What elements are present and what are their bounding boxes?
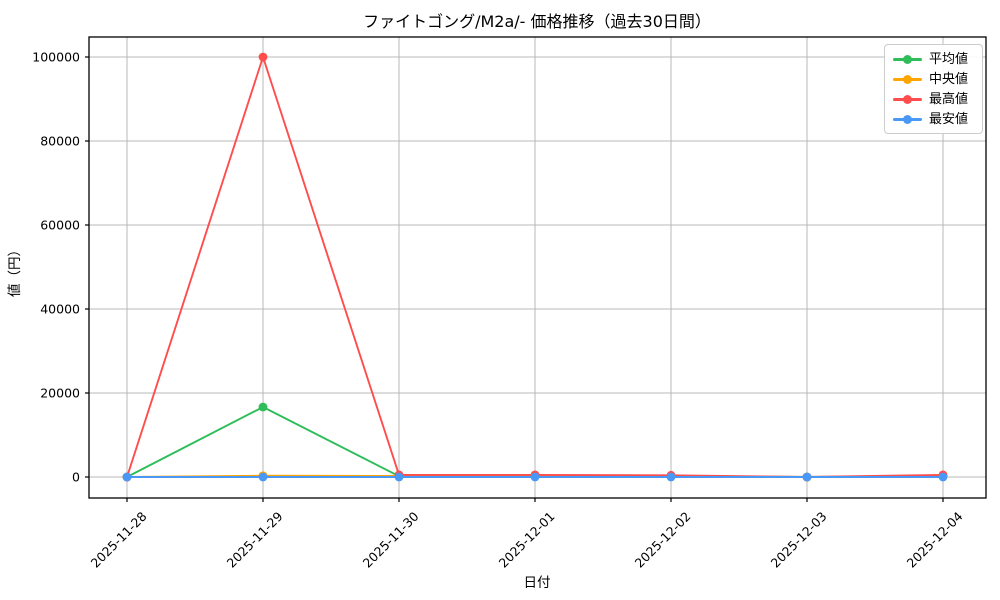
x-tick-label: 2025-11-29 <box>224 509 286 571</box>
legend-label: 中央値 <box>929 71 969 87</box>
data-point <box>258 402 268 412</box>
x-tick-label: 2025-12-04 <box>904 509 966 571</box>
data-point <box>122 472 132 482</box>
legend-label: 最高値 <box>929 91 969 107</box>
chart-title: ファイトゴング/M2a/- 価格推移（過去30日間） <box>363 12 711 31</box>
data-point <box>394 472 404 482</box>
legend-item: 中央値 <box>885 69 980 89</box>
gridlines <box>89 37 986 498</box>
legend-dot <box>903 94 912 104</box>
legend-line-dot-marker <box>893 113 922 125</box>
legend-label: 平均値 <box>929 51 969 67</box>
legend-item: 最高値 <box>885 89 980 109</box>
legend-line-dot-marker <box>893 73 922 85</box>
legend-box: 平均値中央値最高値最安値 <box>884 44 983 134</box>
legend-item: 最安値 <box>885 109 980 129</box>
x-tick-label: 2025-11-30 <box>360 509 422 571</box>
x-tick-label: 2025-11-28 <box>88 509 150 571</box>
x-axis-label: 日付 <box>524 575 551 591</box>
x-tick-label: 2025-12-01 <box>496 509 558 571</box>
series-layer <box>122 52 948 482</box>
y-tick-label: 20000 <box>40 386 80 401</box>
data-point <box>666 472 676 482</box>
y-tick-label: 40000 <box>40 302 80 317</box>
data-point <box>258 52 268 62</box>
data-point <box>258 472 268 482</box>
y-tick-label: 60000 <box>40 218 80 233</box>
y-tick-label: 0 <box>72 470 80 485</box>
data-point <box>802 472 812 482</box>
data-point <box>530 472 540 482</box>
x-tick-label: 2025-12-03 <box>768 509 830 571</box>
axes-frame <box>85 36 987 502</box>
plot-border <box>88 36 987 499</box>
y-tick-label: 80000 <box>40 134 80 149</box>
y-tick-label: 100000 <box>32 50 80 65</box>
y-axis-label: 値（円） <box>7 243 23 297</box>
legend-line-dot-marker <box>893 53 922 65</box>
series-最安値 <box>122 472 948 482</box>
legend-item: 平均値 <box>885 49 980 69</box>
legend-line-dot-marker <box>893 93 922 105</box>
legend-dot <box>903 54 912 64</box>
x-tick-label: 2025-12-02 <box>632 509 694 571</box>
data-point <box>938 472 948 482</box>
legend-label: 最安値 <box>929 111 969 127</box>
legend-dot <box>903 74 912 84</box>
tick-labels: 0 20000 40000 60000 80000 100000 2025-11-28 202… <box>32 50 965 571</box>
legend-dot <box>903 114 912 124</box>
